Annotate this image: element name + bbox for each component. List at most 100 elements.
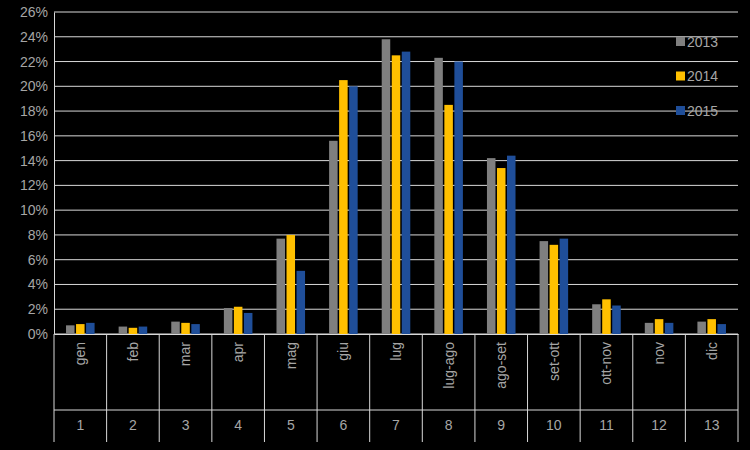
y-tick: 0% xyxy=(28,326,54,342)
bar xyxy=(665,323,674,334)
bar xyxy=(434,58,443,334)
x-tick-label: lug xyxy=(388,342,404,361)
category-separator xyxy=(369,334,370,442)
bar xyxy=(382,39,391,334)
bar xyxy=(550,245,559,334)
x-tick: mar xyxy=(177,334,193,366)
x-number-label: 11 xyxy=(599,417,614,433)
bar xyxy=(560,239,569,334)
y-tick: 12% xyxy=(20,177,54,193)
y-tick: 10% xyxy=(20,202,54,218)
y-tick-label: 8% xyxy=(28,227,48,243)
x-number-label: 5 xyxy=(287,417,295,433)
legend-swatch xyxy=(676,72,685,81)
x-number-tick: 7 xyxy=(392,417,400,433)
grid xyxy=(54,12,738,334)
x-axis: genfebmaraprmaggiuluglug-agoago-setset-o… xyxy=(55,334,739,389)
bar xyxy=(540,241,549,334)
legend: 201320142015 xyxy=(676,34,718,119)
bar xyxy=(339,80,348,334)
category-separator xyxy=(264,334,265,442)
bar xyxy=(602,299,611,334)
category-separator xyxy=(54,334,55,442)
x-number-tick: 8 xyxy=(445,417,453,433)
x-tick-label: ago-set xyxy=(493,342,509,389)
y-tick: 2% xyxy=(28,301,54,317)
bar xyxy=(497,168,506,334)
y-tick-label: 18% xyxy=(20,103,48,119)
bar xyxy=(507,156,516,334)
y-tick: 8% xyxy=(28,227,54,243)
x-number-label: 9 xyxy=(497,417,505,433)
bar xyxy=(655,319,664,334)
x-tick: nov xyxy=(651,334,667,365)
bar xyxy=(717,324,726,334)
bar xyxy=(234,307,243,334)
category-separators xyxy=(54,334,738,442)
x-number-tick: 12 xyxy=(651,417,667,433)
legend-swatch xyxy=(676,106,685,115)
x-number-label: 3 xyxy=(182,417,190,433)
x-tick: lug xyxy=(388,334,404,361)
x-number-label: 4 xyxy=(234,417,242,433)
x-number-tick: 10 xyxy=(546,417,562,433)
x-tick-label: ott-nov xyxy=(598,342,614,385)
bar-series xyxy=(76,55,716,334)
category-separator xyxy=(685,334,686,442)
category-separator xyxy=(632,334,633,442)
x-tick-label: mag xyxy=(283,342,299,369)
grid-line xyxy=(54,36,738,37)
y-tick: 22% xyxy=(20,54,54,70)
bar xyxy=(487,158,496,334)
y-tick-label: 4% xyxy=(28,276,48,292)
row-separator xyxy=(54,410,738,411)
x-tick: mag xyxy=(283,334,299,369)
x-tick: set-ott xyxy=(546,334,562,381)
bar xyxy=(297,271,306,334)
x-number-tick: 5 xyxy=(287,417,295,433)
x-tick: lug-ago xyxy=(441,334,457,389)
bar xyxy=(276,239,285,334)
bars xyxy=(66,39,726,334)
category-separator xyxy=(580,334,581,442)
x-tick: ago-set xyxy=(493,334,509,389)
x-number-tick: 1 xyxy=(76,417,84,433)
bar xyxy=(224,308,233,334)
bar xyxy=(612,306,621,334)
x-tick: apr xyxy=(230,334,246,362)
y-tick-label: 24% xyxy=(20,29,48,45)
y-tick-label: 0% xyxy=(28,326,48,342)
x-tick-label: mar xyxy=(177,342,193,366)
x-tick: ott-nov xyxy=(598,334,614,385)
y-tick: 20% xyxy=(20,78,54,94)
x-number-label: 7 xyxy=(392,417,400,433)
y-tick-label: 26% xyxy=(20,4,48,20)
x-number-tick: 6 xyxy=(339,417,347,433)
bar xyxy=(645,323,654,334)
legend-label: 2013 xyxy=(687,34,718,50)
bar xyxy=(129,328,138,334)
y-tick: 18% xyxy=(20,103,54,119)
y-tick-label: 6% xyxy=(28,252,48,268)
x-number-label: 2 xyxy=(129,417,137,433)
bar xyxy=(181,323,190,334)
y-tick: 14% xyxy=(20,153,54,169)
bar xyxy=(139,327,148,334)
category-separator xyxy=(738,334,739,442)
y-tick: 26% xyxy=(20,4,54,20)
category-separator xyxy=(106,334,107,442)
x-axis-line xyxy=(55,334,739,335)
x-axis-numbers: 12345678910111213 xyxy=(55,417,739,433)
category-separator xyxy=(159,334,160,442)
bar xyxy=(66,325,75,334)
x-number-tick: 13 xyxy=(704,417,720,433)
y-tick: 6% xyxy=(28,252,54,268)
x-number-label: 8 xyxy=(445,417,453,433)
bar xyxy=(707,319,716,334)
bar xyxy=(171,322,180,334)
bar xyxy=(444,105,453,334)
x-number-label: 10 xyxy=(546,417,562,433)
bar xyxy=(86,323,95,334)
x-number-label: 1 xyxy=(76,417,84,433)
bar xyxy=(119,327,128,334)
